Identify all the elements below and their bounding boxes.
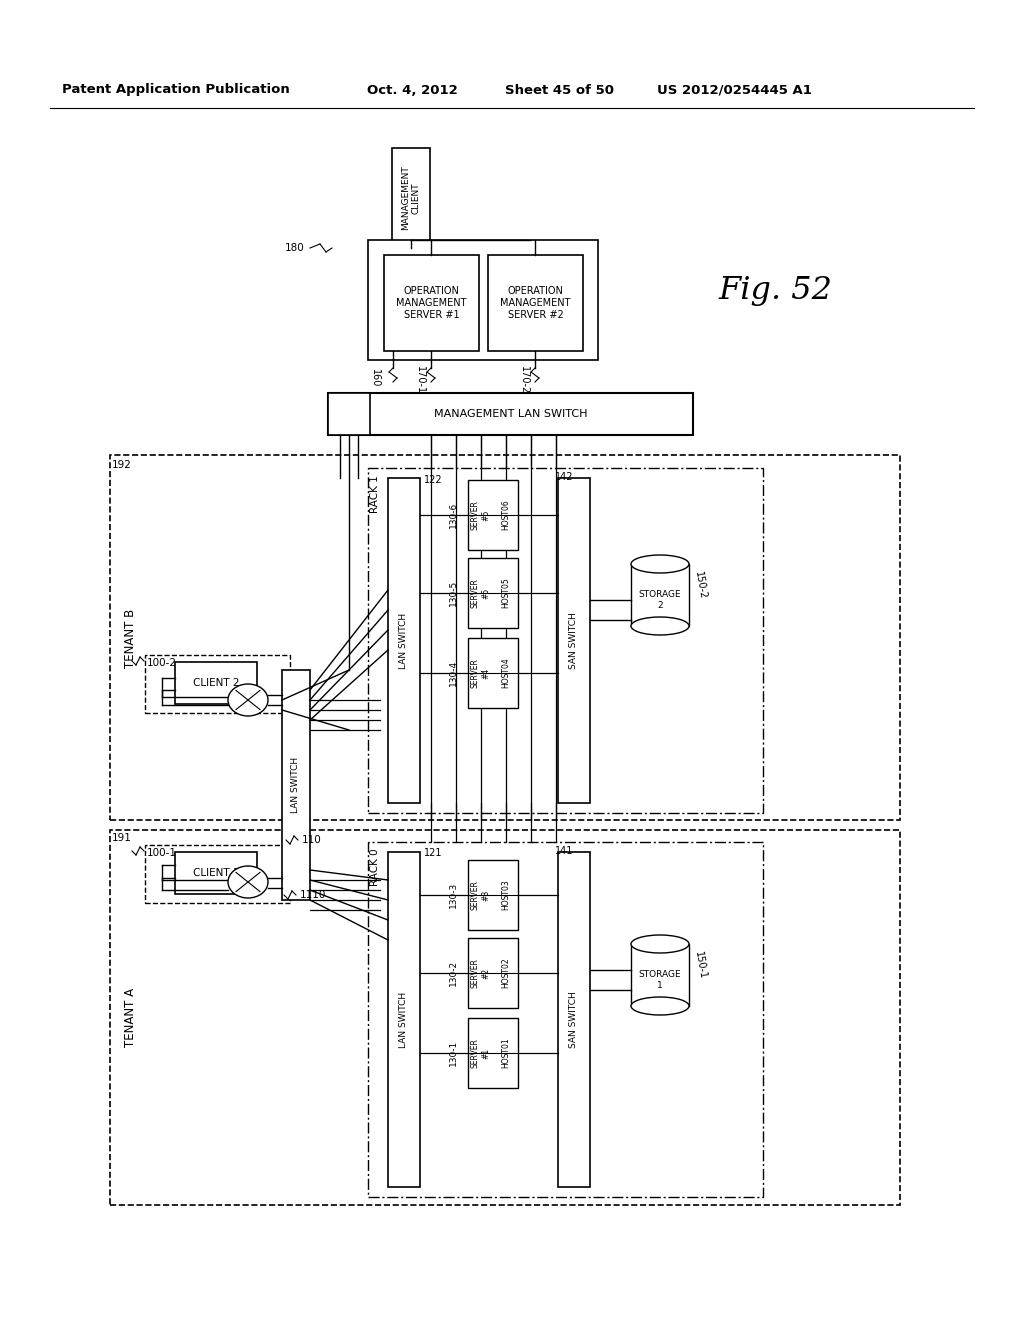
Text: LAN SWITCH: LAN SWITCH [292, 756, 300, 813]
Text: HOST03: HOST03 [501, 879, 510, 911]
Text: TENANT B: TENANT B [124, 609, 136, 668]
Text: 130-6: 130-6 [449, 502, 458, 528]
Text: OPERATION
MANAGEMENT
SERVER #1: OPERATION MANAGEMENT SERVER #1 [396, 286, 467, 319]
Text: LAN SWITCH: LAN SWITCH [399, 612, 409, 668]
Text: 180: 180 [285, 243, 305, 253]
Ellipse shape [631, 935, 689, 953]
Text: 1110: 1110 [300, 890, 327, 900]
Bar [392, 148, 430, 248]
Bar [558, 478, 590, 803]
Text: TENANT A: TENANT A [124, 987, 136, 1047]
Text: HOST04: HOST04 [501, 657, 510, 688]
Bar [468, 861, 518, 931]
Text: HOST06: HOST06 [501, 500, 510, 531]
Text: 150-2: 150-2 [693, 570, 708, 599]
Text: LAN SWITCH: LAN SWITCH [399, 991, 409, 1048]
Bar [631, 564, 689, 626]
Bar [145, 845, 290, 903]
Bar [328, 393, 370, 436]
Text: RACK 0: RACK 0 [370, 847, 380, 886]
Bar [282, 671, 310, 900]
Text: 130-1: 130-1 [449, 1040, 458, 1067]
Bar [368, 842, 763, 1197]
Text: HOST05: HOST05 [501, 578, 510, 609]
Bar [468, 1018, 518, 1088]
Text: Patent Application Publication: Patent Application Publication [62, 83, 290, 96]
Text: 130-4: 130-4 [449, 660, 458, 686]
Text: SERVER
#2: SERVER #2 [471, 958, 490, 987]
Text: SAN SWITCH: SAN SWITCH [569, 612, 579, 669]
Bar [384, 255, 479, 351]
Bar [468, 558, 518, 628]
Bar [388, 851, 420, 1187]
Text: 122: 122 [424, 475, 442, 484]
Text: STORAGE
2: STORAGE 2 [639, 590, 681, 610]
Ellipse shape [631, 616, 689, 635]
Bar [468, 939, 518, 1008]
Ellipse shape [228, 684, 268, 715]
Bar [328, 393, 693, 436]
Text: 170-1: 170-1 [415, 366, 425, 395]
Bar [468, 638, 518, 708]
Text: 150-1: 150-1 [693, 950, 708, 979]
Text: RACK 1: RACK 1 [370, 475, 380, 512]
Text: 121: 121 [424, 847, 442, 858]
Text: HOST02: HOST02 [501, 958, 510, 989]
Text: Oct. 4, 2012: Oct. 4, 2012 [367, 83, 458, 96]
Text: Sheet 45 of 50: Sheet 45 of 50 [505, 83, 614, 96]
Text: SERVER
#1: SERVER #1 [471, 1038, 490, 1068]
Text: 170-2: 170-2 [519, 366, 529, 395]
Bar [488, 255, 583, 351]
Text: 141: 141 [555, 846, 573, 855]
Text: SERVER
#5: SERVER #5 [471, 578, 490, 609]
Bar [468, 480, 518, 550]
Text: 130-3: 130-3 [449, 882, 458, 908]
Bar [175, 663, 257, 704]
Bar [175, 851, 257, 894]
Ellipse shape [228, 866, 268, 898]
Bar [558, 851, 590, 1187]
Text: US 2012/0254445 A1: US 2012/0254445 A1 [657, 83, 812, 96]
Text: OPERATION
MANAGEMENT
SERVER #2: OPERATION MANAGEMENT SERVER #2 [501, 286, 570, 319]
Text: HOST01: HOST01 [501, 1038, 510, 1068]
Ellipse shape [631, 554, 689, 573]
Text: 100-2: 100-2 [147, 657, 177, 668]
Text: SERVER
#4: SERVER #4 [471, 659, 490, 688]
Ellipse shape [631, 997, 689, 1015]
Text: 110: 110 [302, 836, 322, 845]
Text: CLIENT 1: CLIENT 1 [193, 869, 240, 878]
Text: SERVER
#3: SERVER #3 [471, 880, 490, 909]
Text: 142: 142 [555, 473, 573, 482]
Text: SAN SWITCH: SAN SWITCH [569, 991, 579, 1048]
Bar [368, 240, 598, 360]
Text: Fig. 52: Fig. 52 [718, 275, 831, 305]
Text: 100-1: 100-1 [147, 847, 177, 858]
Text: MANAGEMENT
CLIENT: MANAGEMENT CLIENT [401, 165, 421, 231]
Text: STORAGE
1: STORAGE 1 [639, 970, 681, 990]
Text: CLIENT 2: CLIENT 2 [193, 678, 240, 688]
Bar [110, 455, 900, 820]
Text: MANAGEMENT LAN SWITCH: MANAGEMENT LAN SWITCH [434, 409, 587, 418]
Text: 130-2: 130-2 [449, 960, 458, 986]
Text: SERVER
#6: SERVER #6 [471, 500, 490, 529]
Text: 191: 191 [112, 833, 132, 843]
Bar [368, 469, 763, 813]
Bar [110, 830, 900, 1205]
Text: 192: 192 [112, 459, 132, 470]
Bar [145, 655, 290, 713]
Bar [388, 478, 420, 803]
Bar [631, 944, 689, 1006]
Text: 160: 160 [370, 368, 380, 387]
Text: 130-5: 130-5 [449, 579, 458, 606]
